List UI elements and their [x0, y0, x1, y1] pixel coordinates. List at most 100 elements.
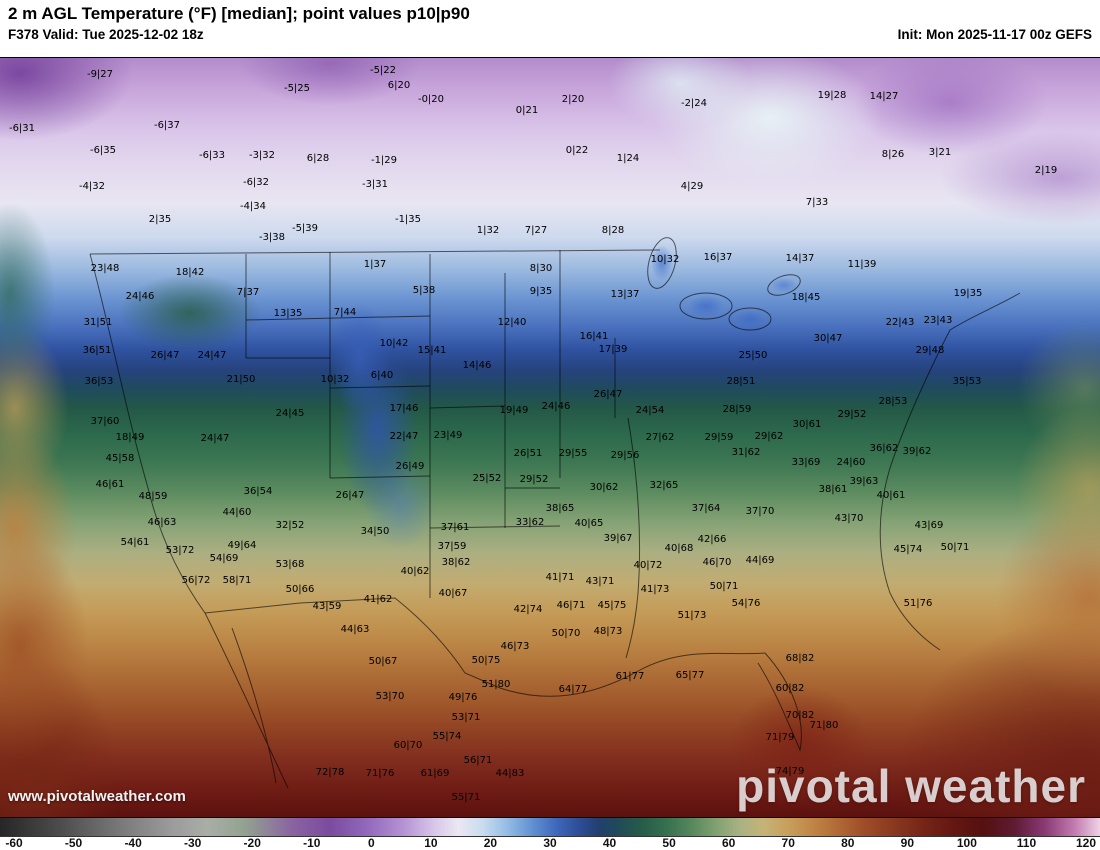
- point-value: 10|42: [379, 338, 409, 349]
- point-value: 2|20: [561, 94, 585, 105]
- point-value: 60|82: [775, 683, 805, 694]
- point-value: 6|20: [387, 80, 411, 91]
- point-value: 36|51: [82, 345, 112, 356]
- point-value: 10|32: [320, 374, 350, 385]
- point-value: 50|75: [471, 655, 501, 666]
- point-value: 24|60: [836, 457, 866, 468]
- point-value: 1|24: [616, 153, 640, 164]
- lake-michigan: [647, 237, 677, 289]
- point-value: -3|32: [248, 150, 276, 161]
- us-mexico-border: [204, 597, 501, 689]
- point-value: 30|62: [589, 482, 619, 493]
- point-value: -4|32: [78, 181, 106, 192]
- point-value: 39|62: [902, 446, 932, 457]
- point-value: 53|72: [165, 545, 195, 556]
- point-value: 55|74: [432, 731, 462, 742]
- point-value: -6|32: [242, 177, 270, 188]
- point-value: 18|45: [791, 292, 821, 303]
- point-value: 29|62: [754, 431, 784, 442]
- point-value: 7|33: [805, 197, 829, 208]
- point-value: 7|44: [333, 307, 357, 318]
- point-value: -5|39: [291, 223, 319, 234]
- colorbar-tick-label: -10: [303, 836, 321, 850]
- colorbar-tick-label: 20: [483, 836, 498, 850]
- point-value: 28|53: [878, 396, 908, 407]
- map: -9|27 -5|25 -5|22 6|20 -0|20 0|21 2|20 -2|24 19|…: [0, 57, 1100, 818]
- point-value: 45|75: [597, 600, 627, 611]
- point-value: -5|22: [369, 65, 397, 76]
- point-value: 37|70: [745, 506, 775, 517]
- point-value: 45|58: [105, 453, 135, 464]
- point-value: 15|41: [417, 345, 447, 356]
- point-value: 43|59: [312, 601, 342, 612]
- point-value: 41|73: [640, 584, 670, 595]
- point-value: 56|72: [181, 575, 211, 586]
- point-value: 11|39: [847, 259, 877, 270]
- point-value: 18|42: [175, 267, 205, 278]
- point-value: 40|65: [574, 518, 604, 529]
- gulf-coastline: [499, 652, 766, 697]
- point-value: 2|19: [1034, 165, 1058, 176]
- us-canada-border: [89, 249, 661, 255]
- geo-borders-overlay: [89, 237, 1021, 789]
- point-value: 61|69: [420, 768, 450, 779]
- point-value: 37|59: [437, 541, 467, 552]
- point-value: 36|53: [84, 376, 114, 387]
- point-value: 46|63: [147, 517, 177, 528]
- colorbar-tick-label: 90: [900, 836, 915, 850]
- point-value: 25|52: [472, 473, 502, 484]
- point-value: 34|50: [360, 526, 390, 537]
- point-value: 29|52: [837, 409, 867, 420]
- colorbar-tick-label: -30: [183, 836, 202, 850]
- point-value: 71|79: [765, 732, 795, 743]
- point-value: -1|29: [370, 155, 398, 166]
- point-value: 53|71: [451, 712, 481, 723]
- point-value: 21|50: [226, 374, 256, 385]
- point-value: 24|54: [635, 405, 665, 416]
- lake-ontario: [728, 307, 772, 331]
- colorbar-tick-label: -40: [124, 836, 142, 850]
- point-value: 18|49: [115, 432, 145, 443]
- point-value: 37|60: [90, 416, 120, 427]
- point-value: 26|47: [150, 350, 180, 361]
- point-value: 49|64: [227, 540, 257, 551]
- point-value: -4|34: [239, 201, 267, 212]
- point-value: 0|21: [515, 105, 539, 116]
- point-value: 60|70: [393, 740, 423, 751]
- point-value: 37|61: [440, 522, 470, 533]
- lake-erie: [679, 292, 733, 320]
- colorbar-tick-label: 10: [424, 836, 438, 850]
- point-value: 50|71: [940, 542, 970, 553]
- point-value: 33|69: [791, 457, 821, 468]
- header: 2 m AGL Temperature (°F) [median]; point…: [0, 0, 1100, 57]
- point-value: 48|73: [593, 626, 623, 637]
- page-title: 2 m AGL Temperature (°F) [median]; point…: [8, 4, 470, 23]
- state-borders-horizontal: [245, 315, 561, 529]
- point-value: -2|24: [680, 98, 708, 109]
- point-value: 26|49: [395, 461, 425, 472]
- colorbar-ticks: -60 -50 -40 -30 -20 -10 0 10 20 30 40 50 60 70 80 90 100…: [0, 836, 1100, 850]
- point-value: 29|48: [915, 345, 945, 356]
- point-value: 7|37: [236, 287, 260, 298]
- point-value: 16|41: [579, 331, 609, 342]
- point-value: 43|70: [834, 513, 864, 524]
- point-value: 71|76: [365, 768, 395, 779]
- point-value: 36|62: [869, 443, 899, 454]
- point-value: 24|47: [197, 350, 227, 361]
- point-value: 19|49: [499, 405, 529, 416]
- colorbar: -60 -50 -40 -30 -20 -10 0 10 20 30 40 50 60 70 80 90 100…: [0, 818, 1100, 850]
- point-value: 74|79: [775, 766, 805, 777]
- point-value: 7|27: [524, 225, 548, 236]
- point-value: 14|37: [785, 253, 815, 264]
- point-value: 38|65: [545, 503, 575, 514]
- florida-coastline: [757, 652, 802, 752]
- colorbar-tick-label: 80: [841, 836, 855, 850]
- state-borders-vertical: [245, 250, 616, 598]
- east-coastline: [879, 292, 1021, 651]
- colorbar-gradient: [0, 818, 1100, 837]
- point-values-layer: -9|27 -5|25 -5|22 6|20 -0|20 0|21 2|20 -2|24 19|…: [0, 58, 1100, 817]
- forecast-valid-label: F378 Valid: Tue 2025-12-02 18z: [8, 27, 204, 43]
- point-value: 29|52: [519, 474, 549, 485]
- point-value: 44|60: [222, 507, 252, 518]
- point-value: 43|69: [914, 520, 944, 531]
